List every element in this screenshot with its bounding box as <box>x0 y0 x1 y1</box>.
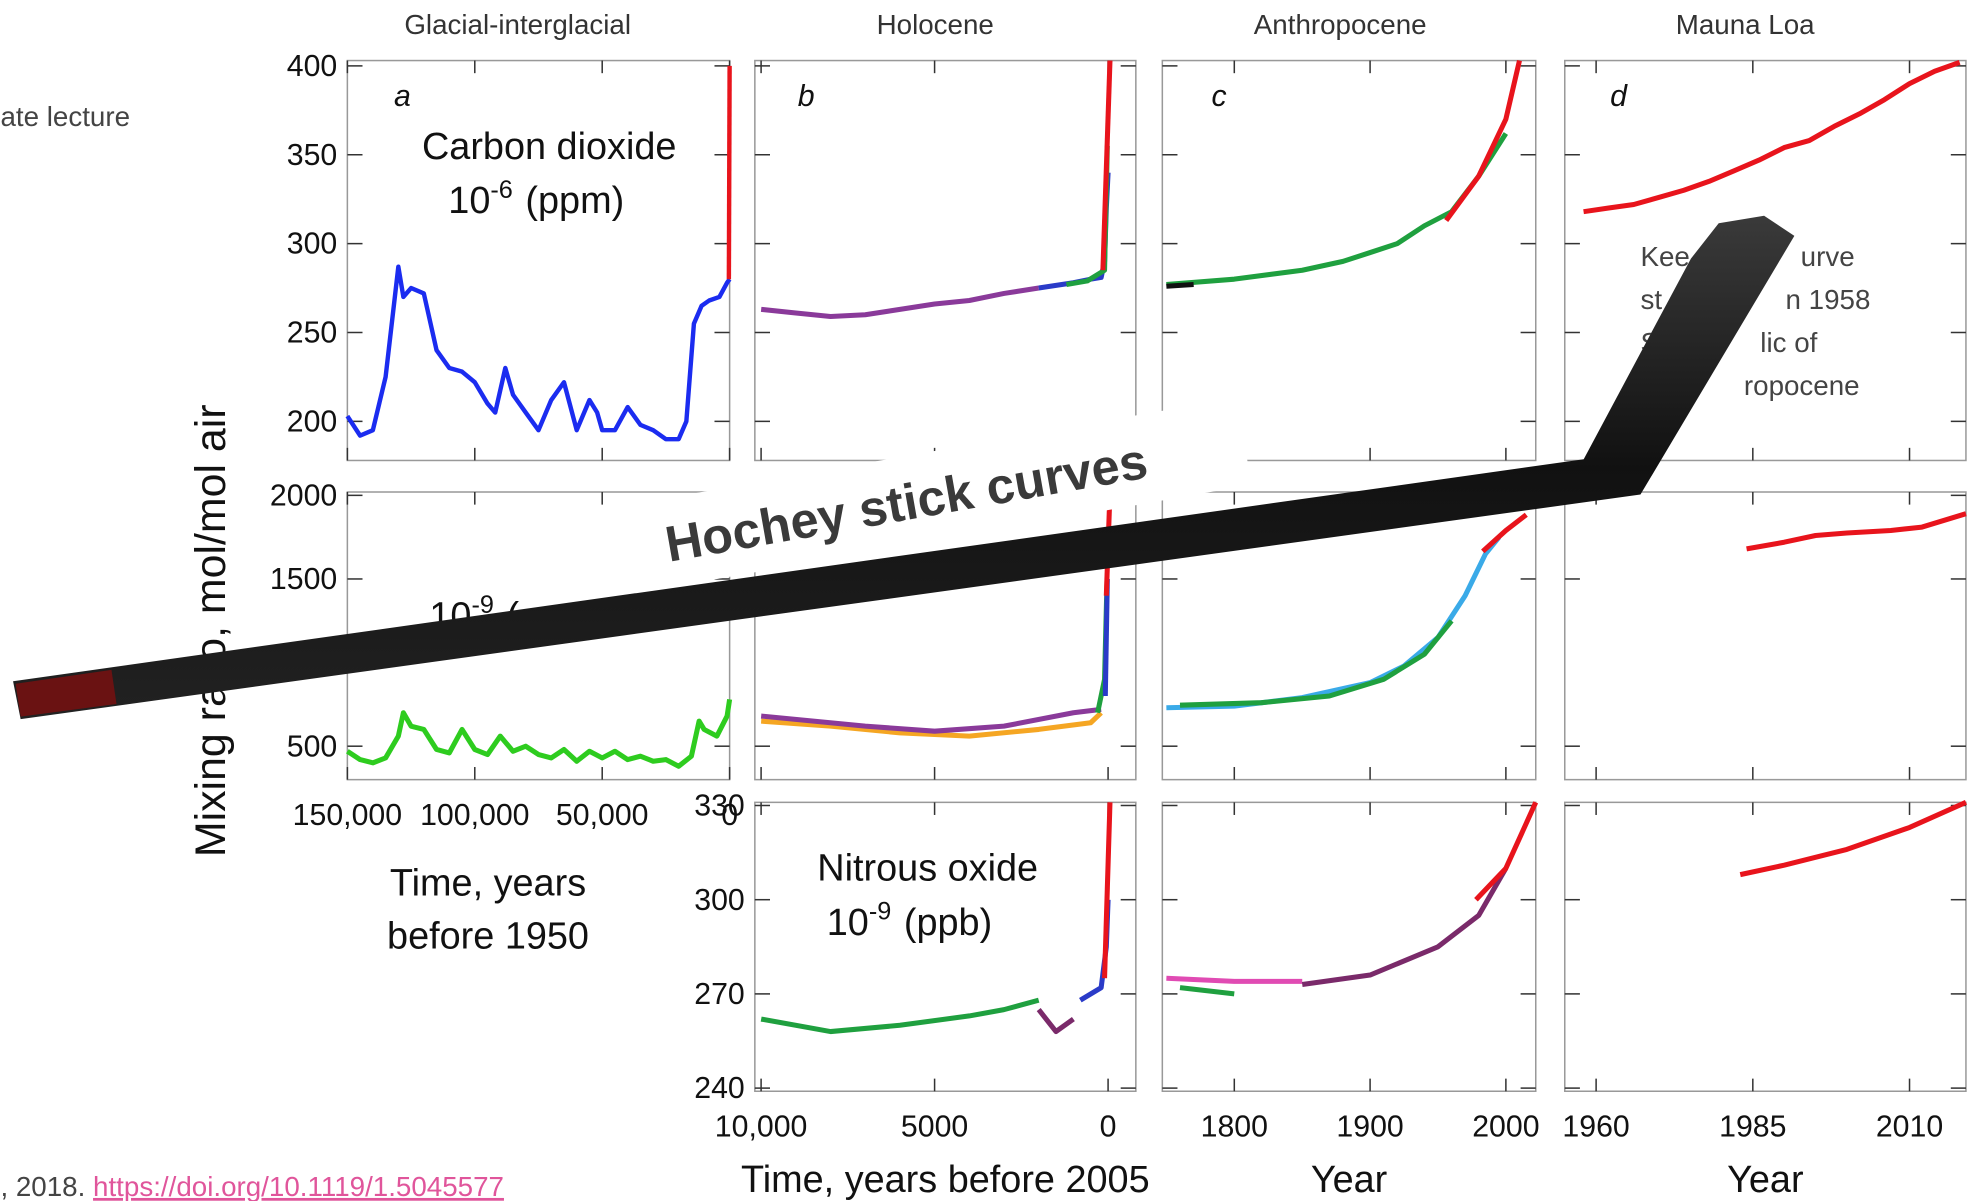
panel-frame <box>1564 801 1967 1093</box>
x-tick-label: 1800 <box>1201 1111 1268 1144</box>
overlay-backdrop <box>540 397 1252 608</box>
keeling-fragment: urve <box>1801 241 1855 272</box>
doi-link[interactable]: https://doi.org/10.1119/1.5045577 <box>93 1171 504 1201</box>
panel-label: a <box>394 80 411 113</box>
keeling-fragment: n 1958 <box>1786 284 1871 315</box>
y-tick-label: 1500 <box>270 563 337 596</box>
y-tick-label: 200 <box>287 405 338 438</box>
panel-label: b <box>798 80 815 113</box>
gas-name: Nitrous oxide <box>817 848 1038 890</box>
x-tick-label: 1900 <box>1336 1111 1403 1144</box>
series-line <box>1166 975 1303 984</box>
panel-frame <box>1161 59 1537 462</box>
series-line <box>1038 172 1111 291</box>
keeling-fragment: lic of <box>1760 327 1817 358</box>
x-tick-label: 1985 <box>1719 1111 1786 1144</box>
panel-frame <box>1564 59 1967 462</box>
series-line <box>1102 578 1110 697</box>
y-tick-label: 270 <box>694 978 745 1011</box>
column-title: Holocene <box>877 9 994 40</box>
y-tick-label: 350 <box>287 139 338 172</box>
panel-frame <box>1161 801 1537 1093</box>
series-line <box>1301 867 1509 988</box>
hockey-stick <box>13 215 1795 720</box>
series-line <box>345 264 732 442</box>
gas-unit: 10-9 (ppb) <box>827 898 992 944</box>
y-tick-label: 2000 <box>270 479 337 512</box>
x-axis-label: Time, years <box>390 863 586 905</box>
x-tick-label: 50,000 <box>556 799 649 832</box>
unit-exponent: -9 <box>471 591 493 619</box>
x-tick-label: 2010 <box>1876 1111 1943 1144</box>
series-line <box>345 699 733 769</box>
citation: , 2018. https://doi.org/10.1119/1.504557… <box>0 1171 504 1201</box>
gas-name: Carbon dioxide <box>422 126 676 168</box>
series-line <box>1739 800 1967 878</box>
series-line <box>1100 60 1113 271</box>
y-tick-label: 300 <box>287 228 338 261</box>
x-axis-label: before 1950 <box>387 916 589 958</box>
y-tick-label: 400 <box>287 50 338 83</box>
unit-name: (ppm) <box>525 180 624 222</box>
x-axis-label: Year <box>1727 1159 1803 1201</box>
gas-unit: 10-6 (ppm) <box>448 176 624 222</box>
citation-text: , 2018. <box>0 1171 85 1201</box>
unit-name: (ppb) <box>904 902 992 944</box>
series-line <box>760 706 1102 734</box>
series-line <box>1746 511 1967 552</box>
series-line <box>726 65 732 280</box>
x-tick-label: 1960 <box>1562 1111 1629 1144</box>
y-tick-label: 500 <box>287 730 338 763</box>
column-title: Glacial-interglacial <box>404 9 631 40</box>
header-fragment: ate lecture <box>0 101 130 132</box>
x-tick-label: 150,000 <box>293 799 402 832</box>
column-title: Anthropocene <box>1254 9 1427 40</box>
series-line <box>1474 801 1539 902</box>
y-tick-label: 330 <box>694 790 745 823</box>
series-line <box>760 710 1103 739</box>
unit-power: 10 <box>448 180 490 222</box>
series-line <box>1444 59 1522 223</box>
keeling-fragment: st <box>1640 284 1662 315</box>
y-tick-label: 240 <box>694 1072 745 1105</box>
series-line <box>760 997 1040 1035</box>
stick-tape <box>15 669 117 717</box>
x-tick-label: 5000 <box>901 1111 968 1144</box>
series-line <box>1179 619 1454 708</box>
x-tick-label: 0 <box>1100 1111 1117 1144</box>
unit-power: 10 <box>827 902 869 944</box>
y-tick-label: 250 <box>287 317 338 350</box>
y-axis-label: Mixing ratio, mol/mol air <box>187 404 235 857</box>
panel-label: c <box>1212 80 1227 113</box>
keeling-fragment: ropocene <box>1744 370 1860 401</box>
panel-frame <box>1161 491 1537 781</box>
x-tick-label: 2000 <box>1472 1111 1539 1144</box>
panel-frame <box>1564 491 1967 781</box>
y-tick-label: 300 <box>694 884 745 917</box>
panel-frame <box>754 801 1137 1093</box>
series-line <box>1036 1008 1075 1035</box>
panel-frame <box>754 59 1137 462</box>
series-line <box>1166 281 1194 289</box>
panel-label: d <box>1610 80 1628 113</box>
charts: 200 250 300 350 400 Glacial-interglacial a Carb… <box>270 9 1967 1201</box>
x-axis-label: Time, years before 2005 <box>741 1159 1150 1201</box>
panel-frame <box>346 59 731 462</box>
unit-exponent: -9 <box>869 898 891 926</box>
x-tick-label: 100,000 <box>420 799 529 832</box>
x-axis-label: Year <box>1311 1159 1387 1201</box>
unit-exponent: -6 <box>490 176 512 204</box>
series-line <box>760 285 1040 320</box>
x-tick-label: 0 <box>721 799 738 832</box>
column-title: Mauna Loa <box>1676 9 1815 40</box>
series-line <box>1102 802 1113 979</box>
series-line <box>1583 59 1961 215</box>
series-line <box>1481 512 1528 554</box>
series-line <box>1179 985 1235 997</box>
x-tick-label: 10,000 <box>715 1111 808 1144</box>
keeling-fragment: Kee <box>1640 241 1689 272</box>
